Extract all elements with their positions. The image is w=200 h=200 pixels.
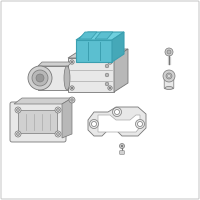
Circle shape xyxy=(105,82,109,86)
Circle shape xyxy=(15,131,21,137)
FancyBboxPatch shape xyxy=(10,102,66,142)
Circle shape xyxy=(55,131,61,137)
Ellipse shape xyxy=(165,86,173,90)
Circle shape xyxy=(36,74,44,82)
Circle shape xyxy=(163,70,175,82)
Circle shape xyxy=(57,132,60,136)
Polygon shape xyxy=(76,32,124,40)
Circle shape xyxy=(92,121,96,127)
Circle shape xyxy=(109,61,111,63)
Circle shape xyxy=(70,86,74,90)
Polygon shape xyxy=(76,40,112,62)
Circle shape xyxy=(167,50,171,54)
Ellipse shape xyxy=(64,66,70,90)
Circle shape xyxy=(90,119,98,129)
Circle shape xyxy=(15,107,21,113)
Circle shape xyxy=(165,48,173,56)
Polygon shape xyxy=(88,107,146,136)
Polygon shape xyxy=(95,32,113,39)
Polygon shape xyxy=(114,49,128,92)
Circle shape xyxy=(71,61,73,63)
Circle shape xyxy=(121,145,123,147)
Polygon shape xyxy=(98,115,140,132)
Circle shape xyxy=(55,107,61,113)
Circle shape xyxy=(114,110,120,114)
Polygon shape xyxy=(79,32,97,39)
Circle shape xyxy=(108,60,112,64)
Circle shape xyxy=(166,73,172,79)
Circle shape xyxy=(70,60,74,64)
Polygon shape xyxy=(38,66,68,90)
Polygon shape xyxy=(62,98,72,138)
Circle shape xyxy=(109,87,111,89)
Circle shape xyxy=(120,144,124,148)
FancyBboxPatch shape xyxy=(18,110,58,134)
Circle shape xyxy=(69,97,75,103)
Circle shape xyxy=(136,119,144,129)
Polygon shape xyxy=(14,98,72,104)
Polygon shape xyxy=(68,49,128,58)
Circle shape xyxy=(32,70,48,86)
Polygon shape xyxy=(112,32,124,62)
Circle shape xyxy=(105,64,109,68)
Circle shape xyxy=(71,87,73,89)
Circle shape xyxy=(57,108,60,112)
Polygon shape xyxy=(68,58,114,92)
FancyBboxPatch shape xyxy=(164,75,174,89)
FancyBboxPatch shape xyxy=(120,151,124,154)
Polygon shape xyxy=(38,62,72,66)
Circle shape xyxy=(138,121,142,127)
Circle shape xyxy=(112,108,122,116)
Circle shape xyxy=(108,86,112,90)
Circle shape xyxy=(168,75,170,77)
Circle shape xyxy=(28,66,52,90)
Circle shape xyxy=(71,99,73,101)
Circle shape xyxy=(16,132,20,136)
Circle shape xyxy=(16,108,20,112)
Circle shape xyxy=(105,73,109,77)
